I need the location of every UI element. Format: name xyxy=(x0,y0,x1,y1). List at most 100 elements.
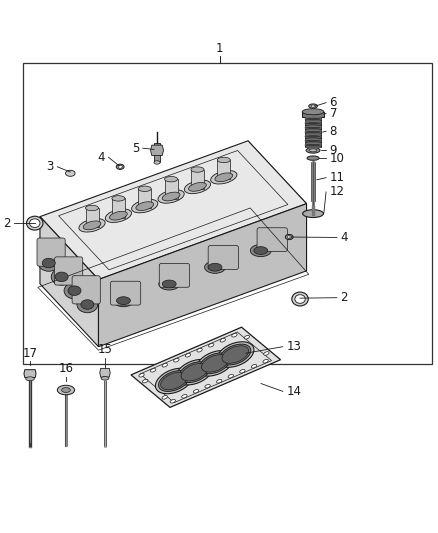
Ellipse shape xyxy=(158,190,184,203)
Ellipse shape xyxy=(170,400,176,403)
Polygon shape xyxy=(100,368,110,377)
Ellipse shape xyxy=(220,344,251,365)
Ellipse shape xyxy=(101,377,109,380)
Ellipse shape xyxy=(159,278,180,290)
Ellipse shape xyxy=(161,372,187,390)
Ellipse shape xyxy=(216,379,222,383)
Ellipse shape xyxy=(162,364,167,367)
Text: 6: 6 xyxy=(329,96,337,109)
Text: 2: 2 xyxy=(3,216,11,230)
Ellipse shape xyxy=(244,335,250,339)
Ellipse shape xyxy=(264,352,269,356)
Text: 1: 1 xyxy=(216,42,224,55)
Text: 8: 8 xyxy=(329,125,337,138)
Polygon shape xyxy=(131,327,281,407)
Ellipse shape xyxy=(211,171,237,184)
Ellipse shape xyxy=(309,104,318,108)
FancyBboxPatch shape xyxy=(208,246,239,269)
Ellipse shape xyxy=(208,263,222,271)
FancyBboxPatch shape xyxy=(55,257,83,285)
Ellipse shape xyxy=(57,385,74,395)
Ellipse shape xyxy=(138,186,151,191)
Bar xyxy=(23,63,432,364)
Text: 10: 10 xyxy=(329,151,344,165)
Ellipse shape xyxy=(142,379,148,383)
Ellipse shape xyxy=(155,368,193,394)
Ellipse shape xyxy=(131,199,158,213)
Ellipse shape xyxy=(240,369,245,373)
Ellipse shape xyxy=(51,269,72,285)
Ellipse shape xyxy=(295,295,305,303)
FancyBboxPatch shape xyxy=(37,238,65,266)
Ellipse shape xyxy=(228,375,233,378)
Ellipse shape xyxy=(222,346,249,364)
Ellipse shape xyxy=(287,236,291,239)
Ellipse shape xyxy=(232,334,237,337)
Bar xyxy=(85,208,99,228)
Ellipse shape xyxy=(83,221,101,230)
Ellipse shape xyxy=(285,235,293,240)
Ellipse shape xyxy=(217,157,230,163)
Ellipse shape xyxy=(136,201,154,211)
Polygon shape xyxy=(24,370,36,377)
Ellipse shape xyxy=(112,196,125,201)
Ellipse shape xyxy=(55,272,68,281)
Ellipse shape xyxy=(162,395,167,399)
FancyBboxPatch shape xyxy=(72,276,100,304)
Ellipse shape xyxy=(303,209,324,217)
Ellipse shape xyxy=(176,359,213,385)
Ellipse shape xyxy=(254,247,268,254)
Ellipse shape xyxy=(113,295,134,306)
Ellipse shape xyxy=(215,173,233,182)
Text: 17: 17 xyxy=(22,346,38,360)
Text: 4: 4 xyxy=(98,151,105,164)
FancyBboxPatch shape xyxy=(110,281,141,305)
Ellipse shape xyxy=(162,192,180,201)
Ellipse shape xyxy=(81,300,94,309)
Ellipse shape xyxy=(110,212,127,220)
Ellipse shape xyxy=(79,219,105,232)
Ellipse shape xyxy=(182,394,187,398)
Ellipse shape xyxy=(151,368,156,372)
FancyBboxPatch shape xyxy=(257,228,287,252)
Ellipse shape xyxy=(105,209,131,222)
Ellipse shape xyxy=(42,259,55,268)
Ellipse shape xyxy=(116,164,124,169)
Ellipse shape xyxy=(117,297,131,304)
Ellipse shape xyxy=(139,374,144,377)
Ellipse shape xyxy=(184,180,211,193)
Text: 2: 2 xyxy=(340,291,348,304)
Ellipse shape xyxy=(292,292,308,306)
Ellipse shape xyxy=(77,296,98,313)
Ellipse shape xyxy=(191,167,204,172)
Polygon shape xyxy=(40,141,307,279)
Ellipse shape xyxy=(302,109,324,115)
Text: 3: 3 xyxy=(46,160,54,173)
Bar xyxy=(305,117,321,147)
Ellipse shape xyxy=(196,351,233,376)
Text: 14: 14 xyxy=(286,385,301,398)
Text: 5: 5 xyxy=(132,142,139,155)
Ellipse shape xyxy=(197,349,202,352)
Ellipse shape xyxy=(251,365,257,368)
Ellipse shape xyxy=(185,353,191,357)
Ellipse shape xyxy=(68,286,81,295)
Ellipse shape xyxy=(199,353,230,374)
Ellipse shape xyxy=(307,156,319,160)
Polygon shape xyxy=(40,216,99,346)
Bar xyxy=(165,179,177,199)
Ellipse shape xyxy=(193,390,199,393)
Text: 16: 16 xyxy=(59,362,74,375)
Ellipse shape xyxy=(205,384,210,388)
Ellipse shape xyxy=(181,364,208,381)
Ellipse shape xyxy=(306,148,320,153)
Ellipse shape xyxy=(62,387,71,392)
Ellipse shape xyxy=(201,354,228,372)
Text: 13: 13 xyxy=(286,340,301,353)
Ellipse shape xyxy=(154,161,160,164)
Bar xyxy=(217,160,230,180)
Bar xyxy=(191,169,204,189)
Ellipse shape xyxy=(165,176,177,182)
Ellipse shape xyxy=(189,182,206,191)
Text: 12: 12 xyxy=(329,185,345,198)
